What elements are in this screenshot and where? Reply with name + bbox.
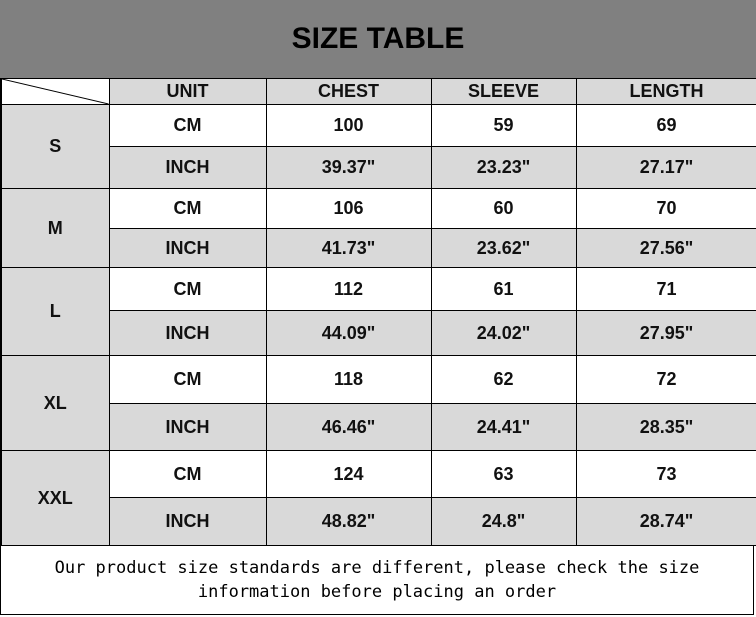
length-cell: 27.95" [575, 310, 756, 356]
size-label: M [0, 188, 110, 268]
chest-cell: 46.46" [265, 403, 432, 451]
table-row: INCH 41.73" 23.62" 27.56" [1, 228, 756, 268]
length-cell: 28.74" [575, 497, 756, 546]
table-row: INCH 46.46" 24.41" 28.35" [1, 403, 756, 451]
table-row: INCH 44.09" 24.02" 27.95" [1, 310, 756, 356]
chest-cell: 106 [265, 188, 432, 229]
length-cell: 73 [575, 450, 756, 498]
header-row: UNIT CHEST SLEEVE LENGTH [0, 78, 756, 105]
chest-cell: 124 [265, 450, 432, 498]
chest-cell: 41.73" [265, 228, 432, 268]
length-cell: 27.56" [575, 228, 756, 268]
chest-cell: 39.37" [265, 146, 432, 189]
header-sleeve: SLEEVE [430, 78, 577, 105]
footer-note: Our product size standards are different… [0, 545, 754, 615]
length-cell: 27.17" [575, 146, 756, 189]
size-label: XXL [0, 450, 110, 546]
unit-cell: INCH [108, 146, 267, 189]
chest-cell: 100 [265, 104, 432, 147]
length-cell: 71 [575, 267, 756, 311]
sleeve-cell: 24.41" [430, 403, 577, 451]
table-row: INCH 39.37" 23.23" 27.17" [1, 146, 756, 189]
unit-cell: INCH [108, 403, 267, 451]
size-label: L [0, 267, 110, 356]
unit-cell: CM [108, 355, 267, 404]
sleeve-cell: 60 [430, 188, 577, 229]
unit-cell: CM [108, 104, 267, 147]
length-cell: 70 [575, 188, 756, 229]
sleeve-cell: 23.62" [430, 228, 577, 268]
chest-cell: 112 [265, 267, 432, 311]
table-row: L CM 112 61 71 [0, 267, 756, 356]
sleeve-cell: 61 [430, 267, 577, 311]
sleeve-cell: 24.02" [430, 310, 577, 356]
sleeve-cell: 62 [430, 355, 577, 404]
table-row: M CM 106 60 70 [0, 188, 756, 268]
sleeve-cell: 24.8" [430, 497, 577, 546]
unit-cell: INCH [108, 228, 267, 268]
unit-cell: INCH [108, 497, 267, 546]
unit-cell: CM [108, 267, 267, 311]
chest-cell: 48.82" [265, 497, 432, 546]
header-length: LENGTH [575, 78, 756, 105]
header-unit: UNIT [108, 78, 267, 105]
table-row: S CM 100 59 69 [0, 104, 756, 189]
unit-cell: CM [108, 450, 267, 498]
length-cell: 72 [575, 355, 756, 404]
corner-cell [0, 78, 110, 105]
page-title: SIZE TABLE [0, 0, 756, 78]
sleeve-cell: 23.23" [430, 146, 577, 189]
chest-cell: 118 [265, 355, 432, 404]
unit-cell: CM [108, 188, 267, 229]
length-cell: 69 [575, 104, 756, 147]
size-label: XL [0, 355, 110, 451]
sleeve-cell: 63 [430, 450, 577, 498]
header-chest: CHEST [265, 78, 432, 105]
chest-cell: 44.09" [265, 310, 432, 356]
length-cell: 28.35" [575, 403, 756, 451]
sleeve-cell: 59 [430, 104, 577, 147]
unit-cell: INCH [108, 310, 267, 356]
size-label: S [0, 104, 110, 189]
size-table: UNIT CHEST SLEEVE LENGTH S CM 100 59 69 INCH 3… [0, 78, 756, 546]
table-row: XXL CM 124 63 73 [0, 450, 756, 546]
table-row: INCH 48.82" 24.8" 28.74" [1, 497, 756, 546]
table-row: XL CM 118 62 72 [0, 355, 756, 451]
